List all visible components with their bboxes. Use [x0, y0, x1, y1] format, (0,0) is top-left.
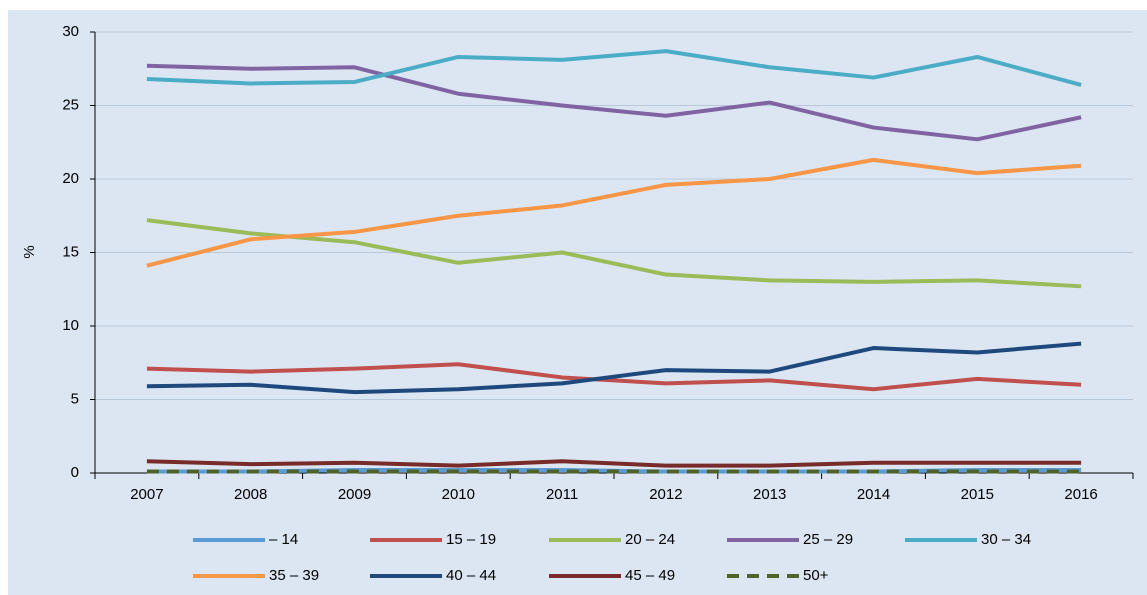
legend-label: 40 – 44	[446, 567, 496, 584]
y-tick-label: 25	[62, 96, 79, 113]
series-line	[146, 49, 1082, 87]
legend-label: 20 – 24	[625, 531, 675, 548]
y-tick-label: 20	[62, 170, 79, 187]
x-tick-label: 2007	[130, 486, 163, 503]
y-tick-label: 30	[62, 23, 79, 40]
x-tick-label: 2015	[961, 486, 994, 503]
series-line	[146, 63, 1082, 142]
series-line	[146, 362, 1082, 392]
x-tick-label: 2009	[338, 486, 371, 503]
legend-label: 50+	[803, 567, 829, 584]
series-line	[146, 341, 1082, 395]
series-line	[146, 157, 1082, 268]
y-tick-label: 15	[62, 243, 79, 260]
x-tick-label: 2012	[649, 486, 682, 503]
y-tick-label: 0	[71, 464, 79, 481]
x-tick-label: 2010	[442, 486, 475, 503]
chart-background	[8, 10, 1147, 595]
legend-label: 30 – 34	[981, 531, 1031, 548]
legend-label: 45 – 49	[625, 567, 675, 584]
legend-label: 35 – 39	[269, 567, 319, 584]
x-tick-label: 2014	[857, 486, 890, 503]
x-tick-label: 2013	[753, 486, 786, 503]
x-tick-label: 2011	[546, 486, 578, 503]
legend-label: 15 – 19	[446, 531, 496, 548]
y-axis-label: %	[21, 245, 38, 258]
series-line	[146, 459, 1082, 468]
x-tick-label: 2008	[234, 486, 267, 503]
x-tick-label: 2016	[1064, 486, 1097, 503]
legend-label: 25 – 29	[803, 531, 853, 548]
series-line	[146, 218, 1082, 289]
y-tick-label: 10	[62, 317, 79, 334]
y-tick-label: 5	[71, 390, 79, 407]
legend-label: – 14	[269, 531, 298, 548]
